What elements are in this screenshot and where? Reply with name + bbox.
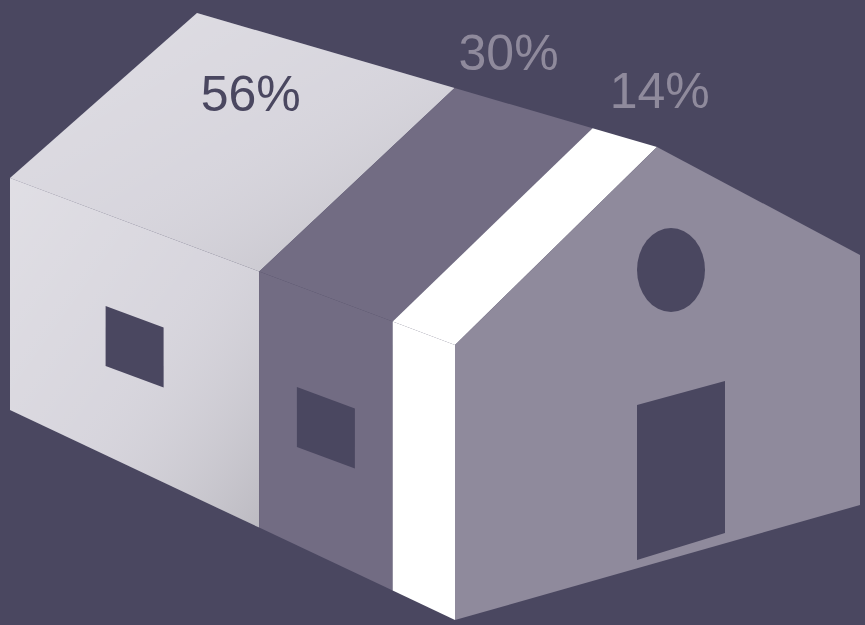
data-label: 30% bbox=[459, 25, 559, 81]
door bbox=[637, 381, 725, 560]
labels: 56% 30% 14% bbox=[201, 25, 710, 121]
gable-wall bbox=[455, 147, 860, 620]
window bbox=[106, 306, 164, 388]
gable bbox=[455, 147, 860, 620]
window bbox=[297, 387, 355, 469]
segment-wall bbox=[259, 272, 393, 591]
chart: 56% 30% 14% bbox=[0, 0, 865, 625]
round-window bbox=[637, 228, 705, 312]
data-label: 14% bbox=[610, 63, 710, 119]
segment-wall bbox=[393, 322, 455, 620]
data-label: 56% bbox=[201, 66, 301, 122]
